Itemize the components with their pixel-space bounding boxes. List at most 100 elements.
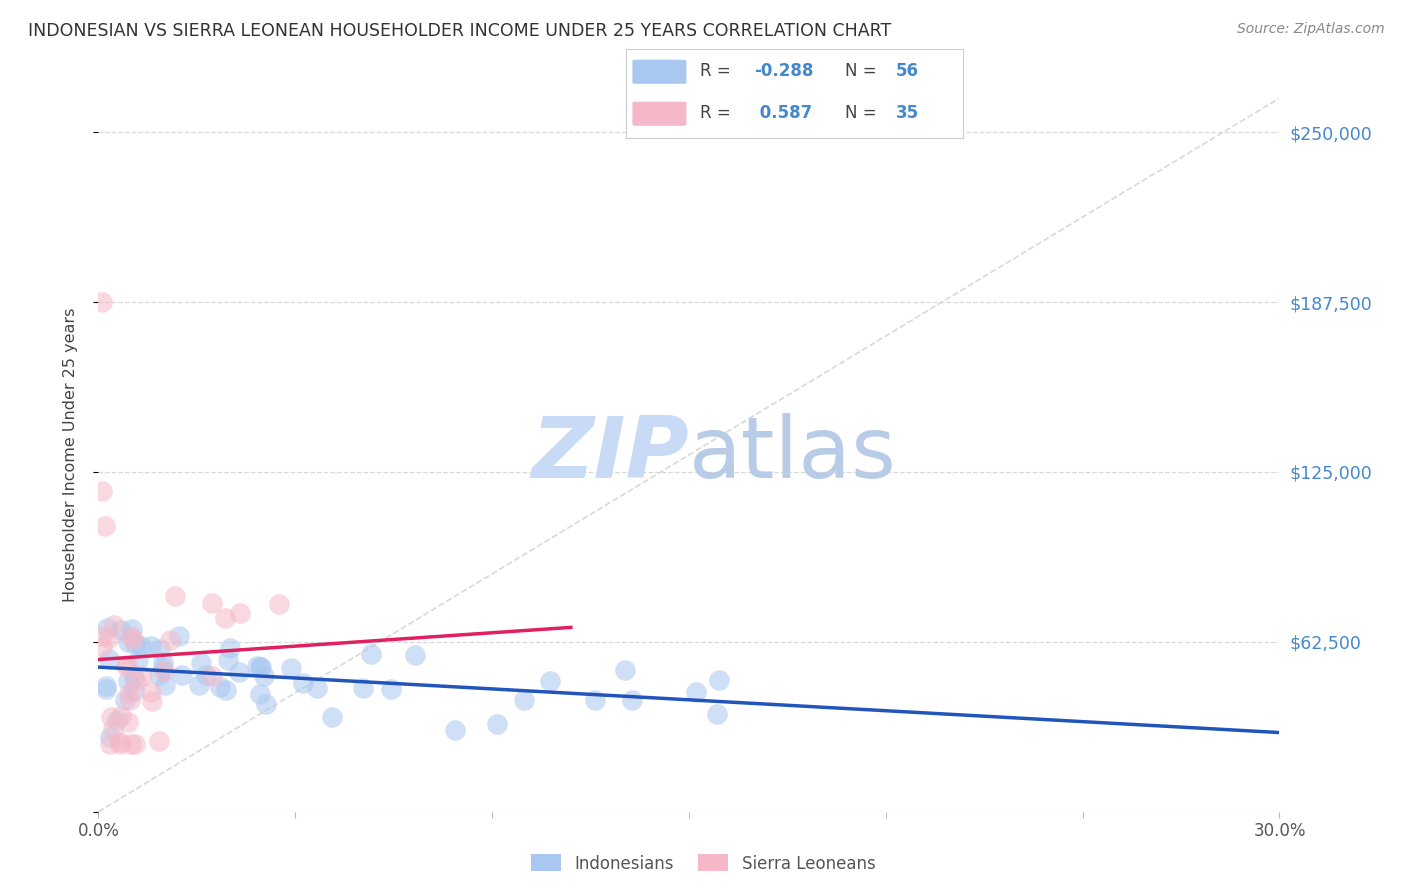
Point	[110, 624, 132, 638]
Point	[129, 639, 152, 653]
Point	[152, 661, 174, 675]
Point	[94, 519, 117, 533]
Point	[267, 597, 290, 611]
Point	[120, 737, 142, 751]
Point	[108, 737, 131, 751]
Text: Source: ZipAtlas.com: Source: ZipAtlas.com	[1237, 22, 1385, 37]
Point	[305, 681, 328, 695]
Point	[229, 606, 252, 620]
Point	[117, 634, 139, 648]
Point	[124, 737, 146, 751]
Point	[291, 675, 314, 690]
Point	[117, 674, 139, 689]
Point	[98, 737, 121, 751]
Point	[91, 640, 114, 654]
Point	[153, 665, 176, 679]
Point	[208, 680, 231, 694]
Text: ZIP: ZIP	[531, 413, 689, 497]
Point	[91, 483, 114, 498]
Point	[114, 693, 136, 707]
Point	[114, 658, 136, 673]
Point	[614, 663, 637, 677]
Point	[96, 679, 118, 693]
Point	[217, 653, 239, 667]
Text: INDONESIAN VS SIERRA LEONEAN HOUSEHOLDER INCOME UNDER 25 YEARS CORRELATION CHART: INDONESIAN VS SIERRA LEONEAN HOUSEHOLDER…	[28, 22, 891, 40]
Point	[404, 648, 426, 663]
Point	[152, 655, 174, 669]
Point	[214, 610, 236, 624]
Point	[280, 661, 302, 675]
Point	[125, 673, 148, 688]
Point	[249, 687, 271, 701]
Point	[153, 678, 176, 692]
Point	[583, 693, 606, 707]
Text: N =: N =	[845, 62, 882, 80]
Point	[91, 629, 114, 643]
Point	[165, 589, 187, 603]
Point	[195, 667, 218, 681]
Point	[443, 723, 465, 737]
FancyBboxPatch shape	[633, 60, 686, 84]
Point	[380, 681, 402, 696]
Point	[117, 714, 139, 729]
Point	[253, 669, 276, 683]
Point	[190, 656, 212, 670]
Point	[124, 671, 146, 685]
Point	[321, 710, 343, 724]
Point	[352, 681, 374, 696]
Point	[124, 637, 146, 651]
Point	[187, 678, 209, 692]
Text: R =: R =	[700, 62, 735, 80]
Point	[141, 693, 163, 707]
Point	[98, 652, 121, 666]
Point	[360, 647, 382, 661]
Point	[96, 682, 118, 697]
Text: N =: N =	[845, 104, 882, 122]
Legend: Indonesians, Sierra Leoneans: Indonesians, Sierra Leoneans	[524, 847, 882, 880]
Point	[685, 685, 707, 699]
Point	[121, 622, 143, 636]
Point	[110, 734, 132, 748]
Point	[120, 693, 142, 707]
Point	[96, 621, 118, 635]
Point	[98, 631, 121, 645]
Point	[201, 596, 224, 610]
Point	[127, 653, 149, 667]
Point	[120, 629, 142, 643]
Point	[620, 692, 643, 706]
Point	[105, 714, 128, 728]
Point	[170, 667, 193, 681]
Point	[246, 658, 269, 673]
Point	[254, 697, 277, 711]
Point	[219, 641, 242, 656]
Text: atlas: atlas	[689, 413, 897, 497]
Point	[131, 669, 153, 683]
Text: -0.288: -0.288	[754, 62, 813, 80]
Point	[167, 629, 190, 643]
Point	[215, 683, 238, 698]
Point	[486, 717, 509, 731]
Point	[91, 295, 114, 310]
Point	[707, 673, 730, 687]
Point	[228, 665, 250, 679]
Point	[512, 693, 534, 707]
FancyBboxPatch shape	[633, 102, 686, 126]
Point	[250, 659, 273, 673]
Point	[122, 632, 145, 647]
Point	[103, 618, 125, 632]
Point	[118, 686, 141, 700]
Point	[159, 632, 181, 647]
Point	[706, 706, 728, 721]
Y-axis label: Householder Income Under 25 years: Householder Income Under 25 years	[63, 308, 77, 602]
Point	[103, 722, 125, 736]
Text: 0.587: 0.587	[754, 104, 813, 122]
Point	[98, 730, 121, 744]
Point	[148, 668, 170, 682]
Point	[100, 710, 122, 724]
Point	[249, 660, 271, 674]
Point	[110, 709, 132, 723]
Text: 56: 56	[896, 62, 918, 80]
Point	[149, 642, 172, 657]
Text: 35: 35	[896, 104, 918, 122]
Point	[141, 640, 163, 654]
